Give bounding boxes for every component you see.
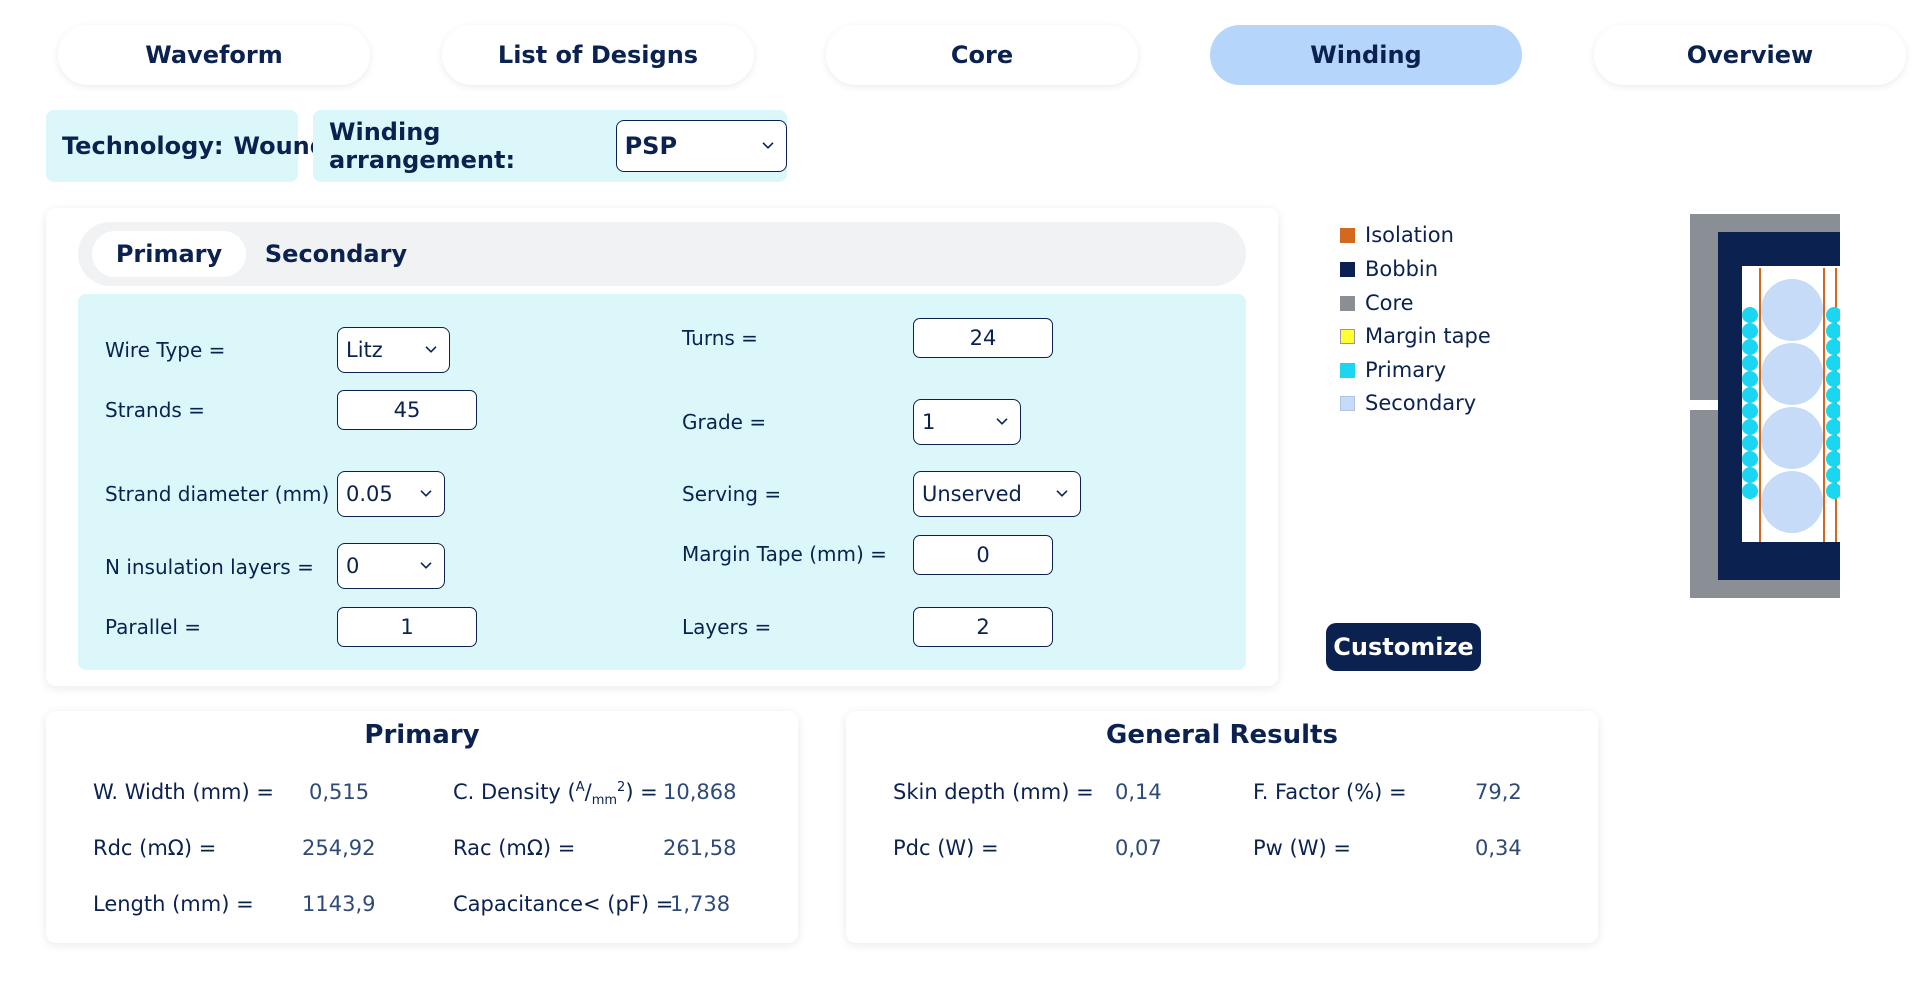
winding-arrangement-select[interactable]: PSP	[615, 120, 787, 172]
subtab-secondary[interactable]: Secondary	[264, 240, 408, 268]
capacitance-label: Capacitance< (pF) =	[453, 892, 674, 916]
rac-label: Rac (mΩ) =	[453, 836, 576, 860]
technology-chip: Technology: Wound	[46, 110, 327, 182]
technology-label: Technology:	[62, 132, 224, 160]
legend-secondary: Secondary	[1340, 391, 1476, 415]
chevron-down-icon	[1056, 490, 1068, 497]
legend-label: Isolation	[1365, 223, 1454, 247]
strand-diameter-label: Strand diameter (mm) =	[105, 482, 353, 506]
legend-label: Margin tape	[1365, 324, 1491, 348]
parallel-input[interactable]: 1	[337, 607, 477, 647]
tab-core[interactable]: Core	[826, 25, 1138, 85]
pdc-value: 0,07	[1115, 836, 1162, 860]
n-insulation-layers-value: 0	[346, 554, 360, 578]
grade-value: 1	[922, 410, 936, 434]
chevron-down-icon	[425, 346, 437, 353]
legend-label: Secondary	[1365, 391, 1477, 415]
margin-tape-input[interactable]: 0	[913, 535, 1053, 575]
legend-primary: Primary	[1340, 358, 1446, 382]
grade-label: Grade =	[682, 410, 767, 434]
winding-cross-section	[1690, 214, 1840, 598]
rdc-label: Rdc (mΩ) =	[93, 836, 217, 860]
serving-value: Unserved	[922, 482, 1022, 506]
primary-conductors-left	[1742, 307, 1758, 499]
serving-label: Serving =	[682, 482, 782, 506]
tab-waveform[interactable]: Waveform	[58, 25, 370, 85]
layers-input[interactable]: 2	[913, 607, 1053, 647]
pw-label: Pw (W) =	[1253, 836, 1351, 860]
general-results-title: General Results	[1106, 720, 1338, 750]
chevron-down-icon	[420, 490, 432, 497]
air-gap	[1690, 400, 1718, 410]
pw-value: 0,34	[1475, 836, 1522, 860]
turns-input[interactable]: 24	[913, 318, 1053, 358]
length-value: 1143,9	[302, 892, 376, 916]
legend-core: Core	[1340, 291, 1414, 315]
winding-arrangement-label: Winding arrangement:	[329, 118, 516, 174]
length-label: Length (mm) =	[93, 892, 254, 916]
legend-swatch	[1340, 261, 1355, 277]
legend-margin-tape: Margin tape	[1340, 324, 1491, 348]
winding-arrangement-value: PSP	[624, 132, 678, 160]
strand-diameter-select[interactable]: 0.05	[337, 471, 445, 517]
subtab-primary[interactable]: Primary	[92, 231, 246, 277]
margin-tape-label: Margin Tape (mm) =	[682, 542, 887, 566]
chevron-down-icon	[996, 418, 1008, 425]
tab-winding[interactable]: Winding	[1210, 25, 1522, 85]
tab-list-of-designs[interactable]: List of Designs	[442, 25, 754, 85]
wire-type-select[interactable]: Litz	[337, 327, 450, 373]
tab-overview[interactable]: Overview	[1594, 25, 1906, 85]
serving-select[interactable]: Unserved	[913, 471, 1081, 517]
technology-value: Wound	[233, 132, 327, 160]
skin-depth-value: 0,14	[1115, 780, 1162, 804]
wire-type-label: Wire Type =	[105, 338, 226, 362]
f-factor-label: F. Factor (%) =	[1253, 780, 1407, 804]
n-insulation-layers-label: N insulation layers =	[105, 555, 314, 579]
skin-depth-label: Skin depth (mm) =	[893, 780, 1094, 804]
f-factor-value: 79,2	[1475, 780, 1522, 804]
legend-label: Bobbin	[1365, 257, 1439, 281]
legend-swatch	[1340, 362, 1355, 378]
capacitance-value: 1,738	[670, 892, 731, 916]
rdc-value: 254,92	[302, 836, 376, 860]
general-results-card	[846, 711, 1598, 943]
chevron-down-icon	[762, 142, 774, 149]
legend-bobbin: Bobbin	[1340, 257, 1438, 281]
legend-label: Primary	[1365, 358, 1447, 382]
w-width-label: W. Width (mm) =	[93, 780, 274, 804]
strands-label: Strands =	[105, 398, 205, 422]
legend-swatch	[1340, 227, 1355, 243]
secondary-conductors	[1761, 279, 1823, 533]
primary-conductors-right	[1826, 307, 1840, 499]
legend-swatch	[1340, 395, 1355, 411]
primary-results-card	[46, 711, 798, 943]
strand-diameter-value: 0.05	[346, 482, 393, 506]
winding-arrangement-chip: Winding arrangement: PSP	[313, 110, 787, 182]
subtab-bar	[78, 222, 1246, 286]
c-density-value: 10,868	[663, 780, 737, 804]
grade-select[interactable]: 1	[913, 399, 1021, 445]
c-density-label: C. Density (A/mm2) =	[453, 780, 658, 809]
legend-label: Core	[1365, 291, 1414, 315]
primary-results-title: Primary	[364, 720, 480, 750]
turns-label: Turns =	[682, 326, 758, 350]
n-insulation-layers-select[interactable]: 0	[337, 543, 445, 589]
legend-swatch	[1340, 295, 1355, 311]
pdc-label: Pdc (W) =	[893, 836, 999, 860]
legend-swatch	[1340, 328, 1355, 344]
customize-button[interactable]: Customize	[1326, 623, 1481, 671]
w-width-value: 0,515	[309, 780, 370, 804]
parallel-label: Parallel =	[105, 615, 201, 639]
chevron-down-icon	[420, 562, 432, 569]
legend-isolation: Isolation	[1340, 223, 1454, 247]
rac-value: 261,58	[663, 836, 737, 860]
strands-input[interactable]: 45	[337, 390, 477, 430]
wire-type-value: Litz	[346, 338, 383, 362]
layers-label: Layers =	[682, 615, 772, 639]
